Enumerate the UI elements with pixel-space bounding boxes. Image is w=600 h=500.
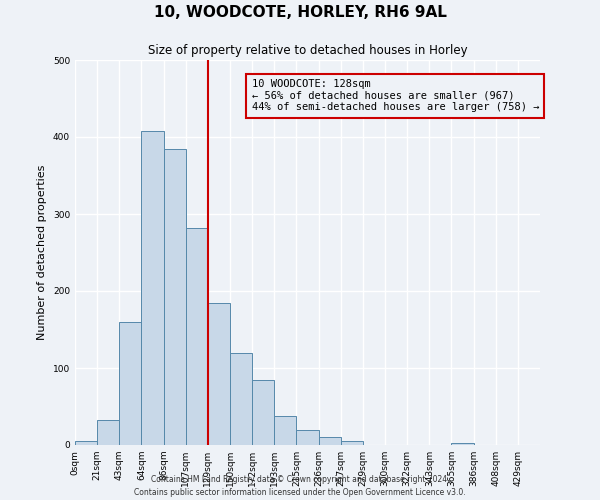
Y-axis label: Number of detached properties: Number of detached properties — [37, 165, 47, 340]
Bar — [341, 441, 363, 445]
Bar — [319, 438, 341, 445]
Title: Size of property relative to detached houses in Horley: Size of property relative to detached ho… — [148, 44, 467, 58]
Text: 10, WOODCOTE, HORLEY, RH6 9AL: 10, WOODCOTE, HORLEY, RH6 9AL — [154, 5, 446, 20]
Bar — [451, 442, 473, 445]
Bar — [75, 441, 97, 445]
Bar — [142, 131, 164, 445]
Bar — [119, 322, 142, 445]
Bar — [274, 416, 296, 445]
Bar — [296, 430, 319, 445]
Text: Contains HM Land Registry data © Crown copyright and database right 2024.
Contai: Contains HM Land Registry data © Crown c… — [134, 475, 466, 497]
Bar — [230, 352, 252, 445]
Bar — [208, 304, 230, 445]
Bar — [252, 380, 274, 445]
Bar — [97, 420, 119, 445]
Text: 10 WOODCOTE: 128sqm
← 56% of detached houses are smaller (967)
44% of semi-detac: 10 WOODCOTE: 128sqm ← 56% of detached ho… — [252, 79, 539, 112]
Bar — [164, 148, 186, 445]
Bar — [186, 228, 208, 445]
